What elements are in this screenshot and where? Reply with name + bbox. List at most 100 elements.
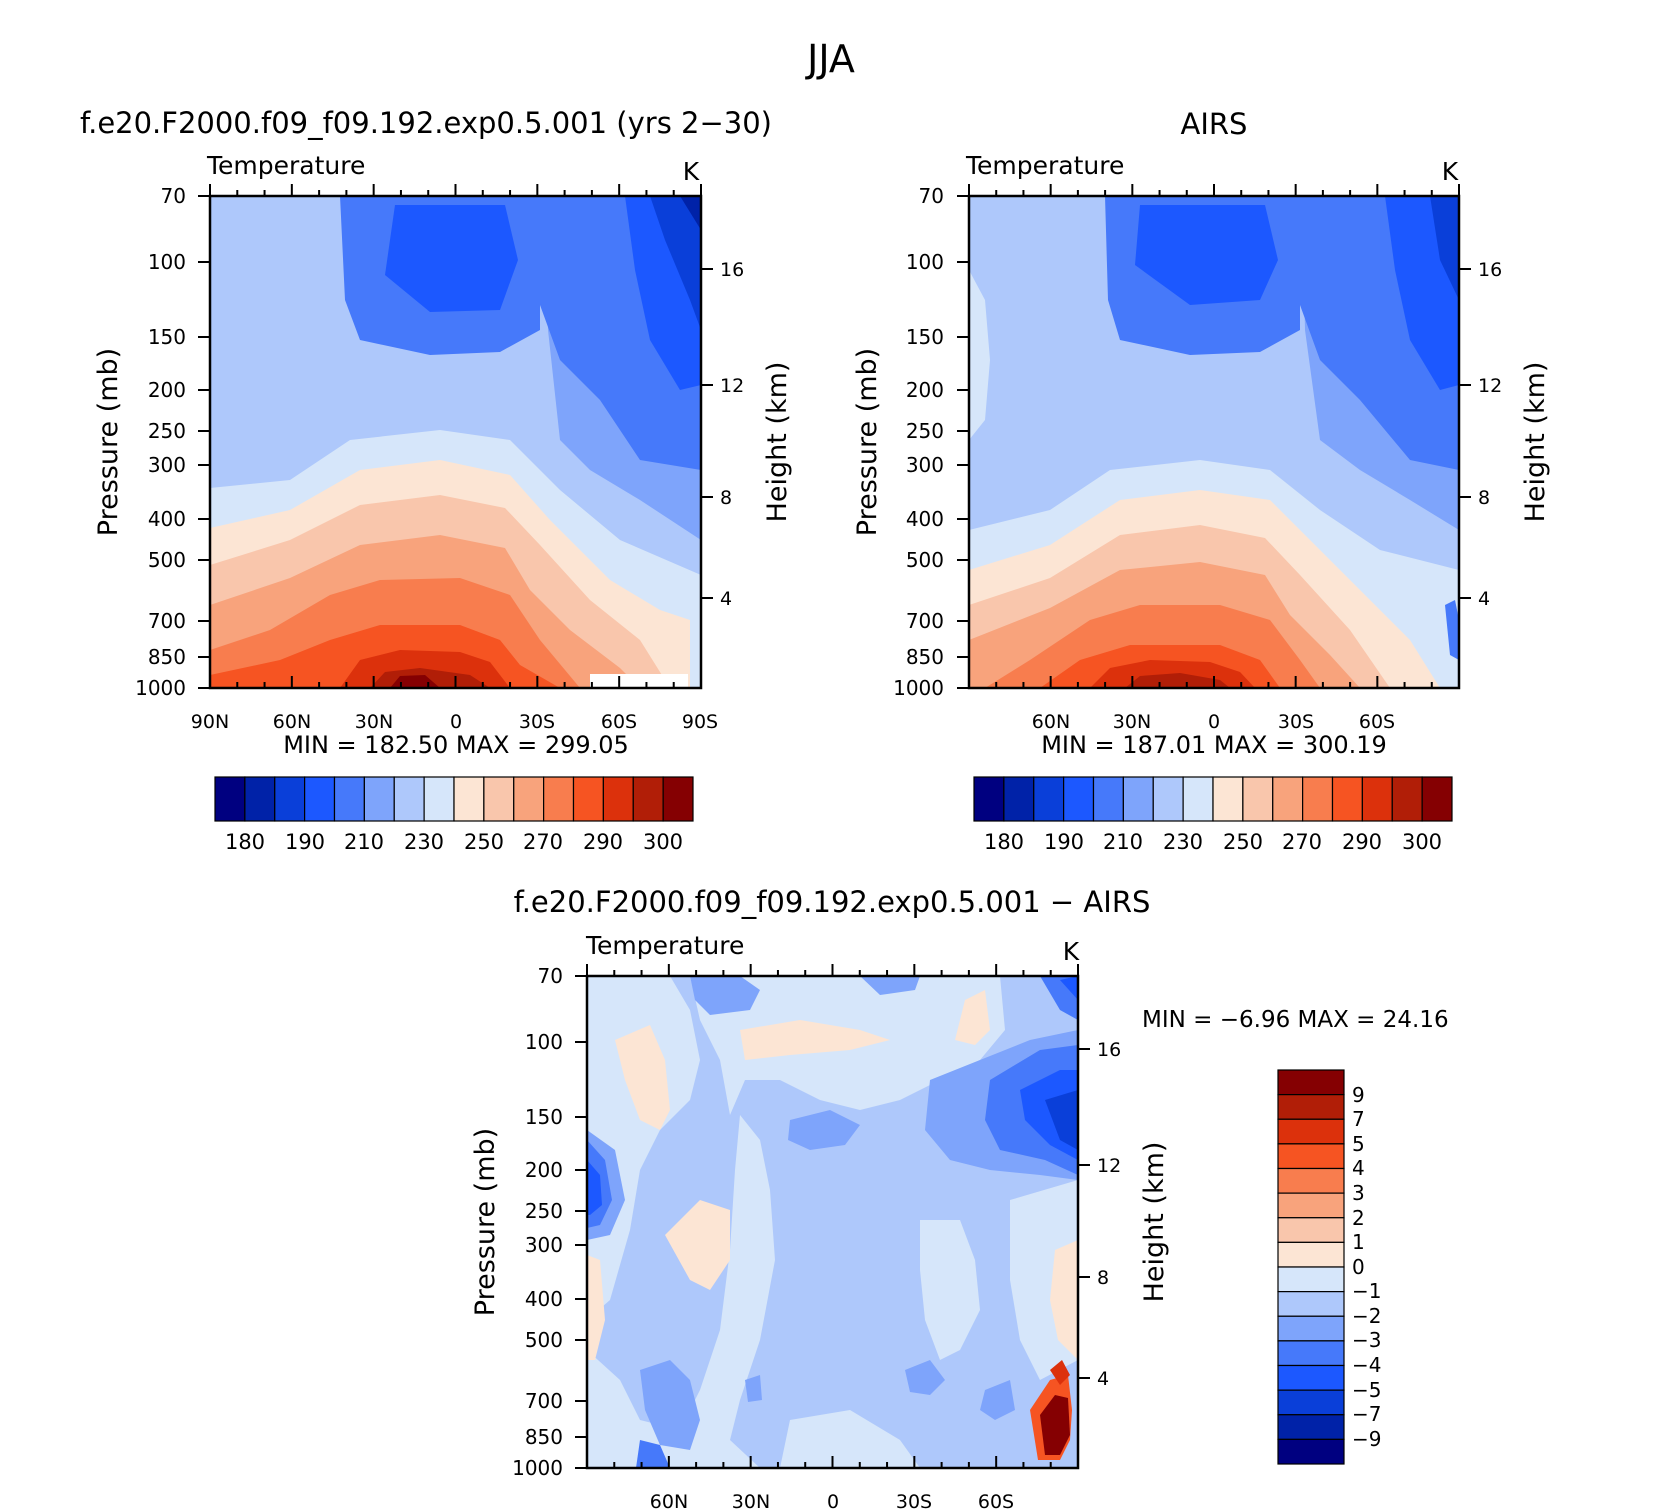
y2-axis-title: Height (km) — [1139, 1142, 1170, 1303]
contour-field — [969, 196, 1459, 688]
contour-band — [587, 1160, 602, 1215]
colorbar-label: 300 — [1402, 830, 1442, 854]
y-tick-label: 700 — [906, 609, 944, 633]
colorbar-label: 230 — [404, 830, 444, 854]
contour-band — [1060, 976, 1078, 1000]
contour-band — [1135, 205, 1278, 305]
colorbar-swatch — [1242, 776, 1274, 822]
contour-band — [920, 1220, 980, 1360]
x-axis-labels: 90N 60N 30N 0 30S 60S 90S — [191, 711, 718, 733]
panel-diff: f.e20.F2000.f09_f09.192.exp0.5.001 − AIR… — [470, 885, 1449, 1511]
y-axis-title: Pressure (mb) — [852, 348, 883, 536]
y-tick-label: 400 — [148, 507, 186, 531]
contour-band — [640, 1360, 700, 1450]
colorbar-label: 180 — [984, 830, 1024, 854]
min-max-label: MIN = 187.01 MAX = 300.19 — [1041, 731, 1387, 759]
colorbar-label: 180 — [225, 830, 265, 854]
contour-band — [1445, 600, 1459, 660]
colorbar-swatch — [1277, 1118, 1345, 1145]
y-tick-label: 850 — [906, 645, 944, 669]
y-tick-label: 250 — [148, 419, 186, 443]
colorbar-swatch — [632, 776, 664, 822]
colorbar-labels: 9 7 5 4 3 2 1 0 −1 −2 −3 −4 −5 −7 −9 — [1352, 1083, 1381, 1451]
x-tick-label: 30N — [1113, 711, 1151, 733]
y-tick-label: 500 — [525, 1328, 563, 1352]
y-tick-label: 500 — [906, 548, 944, 572]
contour-band — [1050, 1360, 1070, 1385]
y-tick-label: 200 — [906, 378, 944, 402]
figure-title: JJA — [805, 37, 855, 81]
colorbar-swatch — [973, 776, 1005, 822]
colorbar-swatch — [483, 776, 515, 822]
missing-data — [590, 674, 688, 688]
contour-band — [860, 976, 920, 995]
colorbar-swatch — [1277, 1241, 1345, 1268]
y-tick-label: 70 — [919, 184, 944, 208]
colorbar-swatch — [1277, 1438, 1345, 1465]
colorbar-label: 230 — [1163, 830, 1203, 854]
panel-title: AIRS — [1181, 107, 1248, 141]
colorbar-label: −7 — [1352, 1402, 1381, 1426]
colorbar-swatch — [1277, 1192, 1345, 1219]
y2-tick-label: 8 — [1478, 487, 1490, 509]
y-axis-title: Pressure (mb) — [470, 1128, 501, 1316]
y-tick-label: 400 — [525, 1287, 563, 1311]
colorbar-swatch — [1361, 776, 1393, 822]
colorbar-swatch — [423, 776, 455, 822]
y-tick-label: 200 — [525, 1158, 563, 1182]
y-axis-labels: 70 100 150 200 250 300 400 500 700 850 1… — [893, 184, 944, 700]
colorbar-swatch — [214, 776, 246, 822]
contour-band — [955, 990, 990, 1045]
colorbar-swatch — [1277, 1266, 1345, 1293]
colorbar-label: −4 — [1352, 1353, 1381, 1377]
contour-band — [587, 1115, 775, 1468]
contour-band — [980, 1380, 1015, 1420]
contour-band — [690, 976, 760, 1015]
colorbar-swatch — [304, 776, 336, 822]
x-tick-label: 30S — [519, 711, 555, 733]
colorbar-swatch — [1003, 776, 1035, 822]
colorbar-swatch — [1391, 776, 1423, 822]
colorbar-swatch — [1277, 1389, 1345, 1416]
x-axis-labels: 60N 30N 0 30S 60S — [650, 1491, 1014, 1511]
y2-tick-label: 16 — [1478, 259, 1502, 281]
contour-band — [1045, 1090, 1078, 1150]
contour-band — [587, 976, 700, 1320]
x-tick-label: 30N — [355, 711, 393, 733]
colorbar-swatch — [333, 776, 365, 822]
colorbar — [1277, 1069, 1345, 1465]
colorbar — [214, 776, 694, 822]
colorbar — [973, 776, 1453, 822]
y-tick-label: 100 — [148, 250, 186, 274]
colorbar-swatch — [1277, 1364, 1345, 1391]
contour-band — [636, 1440, 670, 1468]
y-tick-label: 250 — [525, 1199, 563, 1223]
panel-model: f.e20.F2000.f09_f09.192.exp0.5.001 (yrs … — [80, 106, 793, 854]
colorbar-label: 210 — [1103, 830, 1143, 854]
colorbar-label: 0 — [1352, 1255, 1365, 1279]
colorbar-swatch — [1092, 776, 1124, 822]
colorbar-label: 3 — [1352, 1181, 1365, 1205]
y-tick-label: 1000 — [512, 1456, 563, 1480]
y-tick-label: 100 — [525, 1030, 563, 1054]
y-tick-label: 250 — [906, 419, 944, 443]
colorbar-swatch — [1277, 1069, 1345, 1096]
y-axis-title: Pressure (mb) — [93, 348, 124, 536]
colorbar-swatch — [274, 776, 306, 822]
colorbar-label: 9 — [1352, 1083, 1365, 1107]
colorbar-labels: 180 190 210 230 250 270 290 300 — [225, 830, 683, 854]
contour-band — [905, 1360, 945, 1395]
panel-right-label: K — [683, 157, 700, 186]
x-tick-label: 60S — [1359, 711, 1395, 733]
colorbar-label: 270 — [1282, 830, 1322, 854]
colorbar-swatch — [513, 776, 545, 822]
x-tick-label: 90S — [682, 711, 718, 733]
x-tick-label: 60S — [978, 1491, 1014, 1511]
colorbar-label: 1 — [1352, 1230, 1365, 1254]
y-tick-label: 500 — [148, 548, 186, 572]
colorbar-swatch — [1277, 1291, 1345, 1317]
panel-right-label: K — [1063, 937, 1080, 966]
colorbar-swatch — [1152, 776, 1184, 822]
y-tick-label: 1000 — [893, 676, 944, 700]
